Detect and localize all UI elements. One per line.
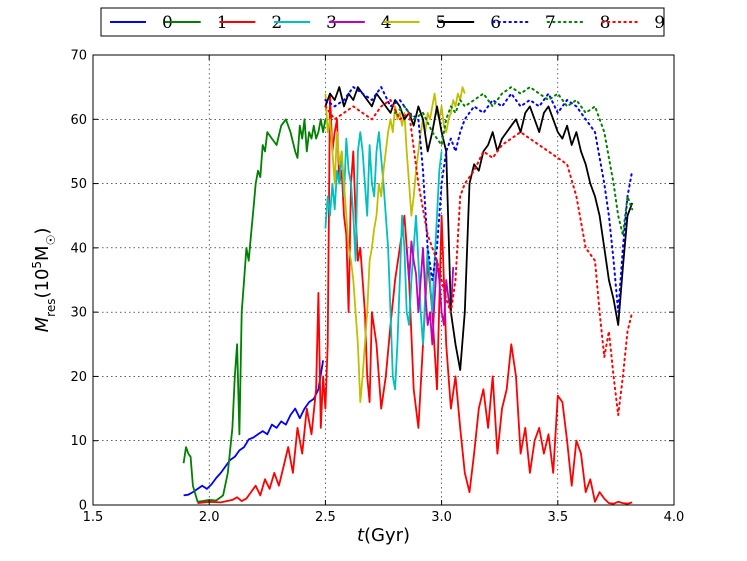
plot-background [93,55,674,505]
legend-label-7: 7 [545,13,556,33]
series-line-5 [324,86,466,404]
y-tick-label: 60 [70,113,87,128]
x-tick-label: 1.5 [83,510,104,525]
x-tick-label: 2.0 [199,510,220,525]
x-tick-label: 3.5 [547,510,568,525]
legend-label-8: 8 [600,13,611,33]
legend: 0123456789 [100,7,665,37]
legend-label-6: 6 [490,13,501,33]
series-line-7 [324,86,634,314]
series-line-9 [324,99,634,416]
legend-label-9: 9 [654,13,665,33]
y-tick-label: 50 [70,177,87,192]
y-tick-label: 40 [70,241,87,256]
y-tick-label: 30 [70,306,87,321]
y-tick-label: 20 [70,370,87,385]
series-line-2 [197,92,633,505]
series-line-0 [183,360,324,497]
y-tick-label: 70 [70,49,87,64]
plot-frame [92,54,675,506]
series-line-8 [394,86,634,236]
y-tick-label: 10 [70,434,87,449]
series-line-3 [324,131,443,391]
x-tick-label: 3.0 [431,510,452,525]
series-line-1 [182,118,327,503]
axis-ticks: 1.5 2.0 2.5 3.0 3.5 4.0 0 10 20 30 40 50 60 70 [70,49,684,526]
series-lines [182,86,634,505]
series-line-6 [324,86,634,371]
x-axis-label: t(Gyr) [357,525,410,546]
y-tick-label: 0 [79,499,87,514]
x-tick-label: 4.0 [664,510,685,525]
y-axis-label: Mres(105M☉) [30,228,58,333]
x-tick-label: 2.5 [315,510,336,525]
